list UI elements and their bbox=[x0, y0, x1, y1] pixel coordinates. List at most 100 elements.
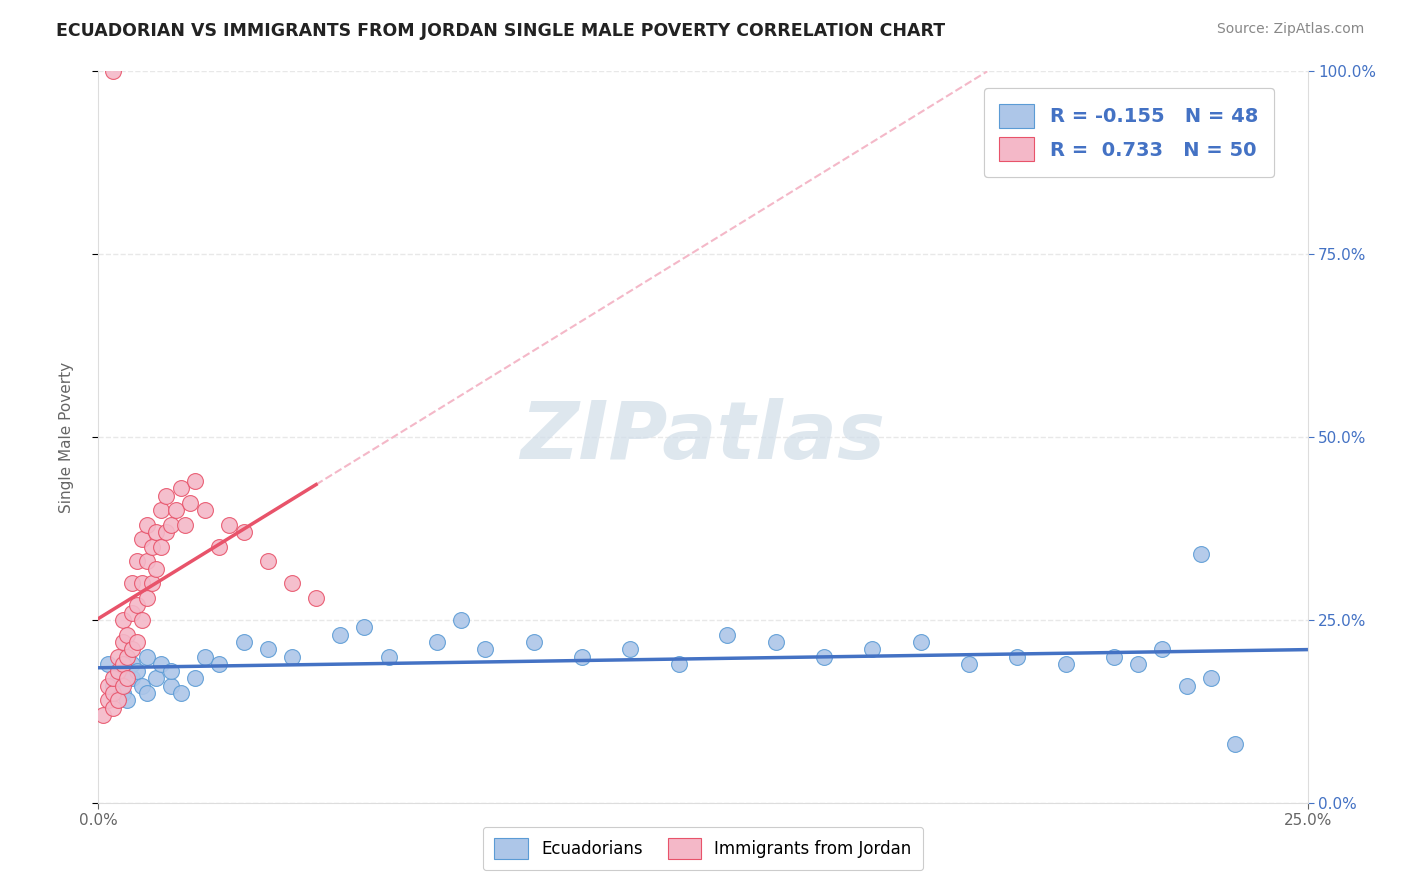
Point bbox=[160, 679, 183, 693]
Point bbox=[101, 679, 124, 693]
Point bbox=[155, 525, 177, 540]
Point bbox=[256, 554, 278, 568]
Point bbox=[117, 649, 139, 664]
Point bbox=[135, 649, 157, 664]
Point bbox=[174, 517, 197, 532]
Point bbox=[135, 591, 157, 605]
Point bbox=[127, 635, 149, 649]
Point bbox=[107, 693, 129, 707]
Point bbox=[121, 642, 143, 657]
Point bbox=[131, 679, 153, 693]
Point bbox=[184, 672, 207, 686]
Point bbox=[131, 613, 153, 627]
Y-axis label: Single Male Poverty: Single Male Poverty bbox=[59, 361, 75, 513]
Point bbox=[145, 525, 167, 540]
Point bbox=[571, 649, 593, 664]
Point bbox=[1189, 547, 1212, 561]
Point bbox=[194, 503, 217, 517]
Point bbox=[450, 613, 472, 627]
Point bbox=[131, 576, 153, 591]
Point bbox=[107, 649, 129, 664]
Point bbox=[194, 649, 217, 664]
Point bbox=[426, 635, 449, 649]
Point bbox=[117, 693, 139, 707]
Point bbox=[91, 708, 114, 723]
Point bbox=[135, 554, 157, 568]
Point bbox=[281, 649, 304, 664]
Point bbox=[111, 657, 134, 671]
Point bbox=[179, 496, 201, 510]
Point bbox=[232, 635, 254, 649]
Text: ZIPatlas: ZIPatlas bbox=[520, 398, 886, 476]
Point bbox=[160, 664, 183, 678]
Point bbox=[127, 599, 149, 613]
Point bbox=[1199, 672, 1222, 686]
Point bbox=[377, 649, 399, 664]
Point bbox=[150, 657, 173, 671]
Legend: Ecuadorians, Immigrants from Jordan: Ecuadorians, Immigrants from Jordan bbox=[482, 827, 924, 871]
Point bbox=[117, 627, 139, 641]
Point bbox=[281, 576, 304, 591]
Point bbox=[305, 591, 328, 605]
Point bbox=[208, 657, 231, 671]
Point bbox=[150, 540, 173, 554]
Point bbox=[910, 635, 932, 649]
Point bbox=[1223, 737, 1246, 751]
Point bbox=[101, 700, 124, 714]
Point bbox=[111, 613, 134, 627]
Point bbox=[111, 664, 134, 678]
Point bbox=[97, 693, 120, 707]
Point bbox=[1102, 649, 1125, 664]
Point bbox=[141, 576, 163, 591]
Point bbox=[208, 540, 231, 554]
Point bbox=[169, 686, 191, 700]
Point bbox=[97, 657, 120, 671]
Point bbox=[155, 489, 177, 503]
Point bbox=[121, 657, 143, 671]
Point bbox=[232, 525, 254, 540]
Point bbox=[145, 562, 167, 576]
Point bbox=[107, 672, 129, 686]
Point bbox=[619, 642, 641, 657]
Point bbox=[160, 517, 183, 532]
Point bbox=[1054, 657, 1077, 671]
Text: Source: ZipAtlas.com: Source: ZipAtlas.com bbox=[1216, 22, 1364, 37]
Point bbox=[101, 64, 124, 78]
Point bbox=[668, 657, 690, 671]
Point bbox=[121, 606, 143, 620]
Point bbox=[860, 642, 883, 657]
Point bbox=[474, 642, 496, 657]
Point bbox=[523, 635, 546, 649]
Legend: R = -0.155   N = 48, R =  0.733   N = 50: R = -0.155 N = 48, R = 0.733 N = 50 bbox=[984, 88, 1274, 177]
Point bbox=[141, 540, 163, 554]
Point bbox=[111, 635, 134, 649]
Point bbox=[101, 686, 124, 700]
Point bbox=[111, 686, 134, 700]
Point bbox=[131, 533, 153, 547]
Point bbox=[121, 672, 143, 686]
Point bbox=[135, 686, 157, 700]
Point bbox=[127, 554, 149, 568]
Point bbox=[957, 657, 980, 671]
Point bbox=[1007, 649, 1029, 664]
Point bbox=[97, 679, 120, 693]
Point bbox=[813, 649, 835, 664]
Point bbox=[150, 503, 173, 517]
Point bbox=[1152, 642, 1174, 657]
Point bbox=[111, 679, 134, 693]
Point bbox=[101, 672, 124, 686]
Text: ECUADORIAN VS IMMIGRANTS FROM JORDAN SINGLE MALE POVERTY CORRELATION CHART: ECUADORIAN VS IMMIGRANTS FROM JORDAN SIN… bbox=[56, 22, 945, 40]
Point bbox=[218, 517, 240, 532]
Point bbox=[117, 672, 139, 686]
Point bbox=[107, 664, 129, 678]
Point bbox=[1175, 679, 1198, 693]
Point bbox=[329, 627, 352, 641]
Point bbox=[121, 576, 143, 591]
Point bbox=[127, 664, 149, 678]
Point bbox=[145, 672, 167, 686]
Point bbox=[135, 517, 157, 532]
Point bbox=[184, 474, 207, 488]
Point bbox=[169, 481, 191, 495]
Point bbox=[353, 620, 375, 634]
Point bbox=[716, 627, 738, 641]
